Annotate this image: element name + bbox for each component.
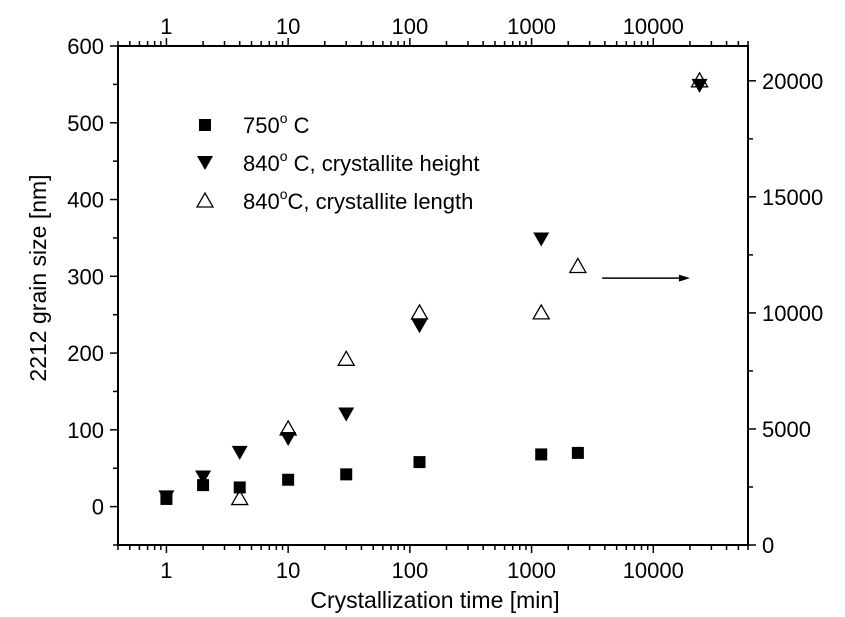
legend-marker-series-1 <box>199 119 211 131</box>
annotations <box>602 274 690 282</box>
data-point-series-2 <box>280 432 297 447</box>
x-axis-title: Crystallization time [min] <box>310 587 559 613</box>
y2-tick-label: 10000 <box>762 301 823 326</box>
x2-tick-label: 10000 <box>623 14 684 39</box>
y-tick-label: 300 <box>67 264 104 289</box>
y-tick-label: 600 <box>67 34 104 59</box>
data-point-series-3 <box>568 257 587 274</box>
data-points <box>158 71 709 506</box>
data-point-series-2 <box>533 232 550 247</box>
plot-frame <box>117 45 749 546</box>
data-point-series-1 <box>197 479 210 492</box>
y-tick-label: 0 <box>92 495 104 520</box>
x-tick-label: 1000 <box>507 558 556 583</box>
data-point-series-2 <box>158 490 175 505</box>
data-point-series-1 <box>233 481 246 494</box>
x2-tick-label: 100 <box>392 14 429 39</box>
legend-label-series-2: 840o C, crystallite height <box>243 148 479 176</box>
y-tick-label: 500 <box>67 111 104 136</box>
x2-tick-label: 10 <box>276 14 300 39</box>
data-point-series-1 <box>571 446 584 459</box>
data-point-series-3 <box>690 71 709 88</box>
y-axis-title: 2212 grain size [nm] <box>25 174 51 381</box>
axes <box>117 45 749 546</box>
legend-label-series-3: 840oC, crystallite length <box>243 186 473 214</box>
data-point-series-3 <box>279 419 298 436</box>
x2-tick-label: 1000 <box>507 14 556 39</box>
x-tick-label: 10000 <box>623 558 684 583</box>
ticks <box>110 38 756 553</box>
data-point-series-3 <box>230 489 249 506</box>
data-point-series-2 <box>691 78 708 93</box>
data-point-series-2 <box>195 470 212 485</box>
legend: 750o C 840o C, crystallite height 840oC, c… <box>195 110 479 214</box>
data-point-series-1 <box>535 448 548 461</box>
tick-labels: 1 1 10 10 100 100 1000 1000 10000 10000 0 100 200 300… <box>67 14 823 583</box>
legend-marker-series-3 <box>195 191 215 208</box>
data-point-series-1 <box>282 473 295 486</box>
x-tick-label: 100 <box>392 558 429 583</box>
data-point-series-1 <box>340 468 353 481</box>
y-tick-label: 400 <box>67 188 104 213</box>
legend-label-series-1: 750o C <box>243 110 310 138</box>
data-point-series-3 <box>410 303 429 320</box>
y2-tick-label: 0 <box>762 533 774 558</box>
legend-marker-series-2 <box>197 156 213 170</box>
data-point-series-3 <box>337 350 356 366</box>
data-point-series-2 <box>231 445 248 460</box>
data-point-series-2 <box>338 407 355 422</box>
data-point-series-1 <box>413 456 426 469</box>
y-tick-label: 200 <box>67 341 104 366</box>
data-point-series-2 <box>411 319 428 334</box>
y2-tick-label: 5000 <box>762 417 811 442</box>
data-point-series-3 <box>532 303 551 320</box>
y2-tick-label: 15000 <box>762 185 823 210</box>
x-tick-label: 1 <box>160 558 172 583</box>
x-tick-label: 10 <box>276 558 300 583</box>
axis-arrow-head <box>678 274 690 282</box>
x2-tick-label: 1 <box>160 14 172 39</box>
y2-tick-label: 20000 <box>762 69 823 94</box>
y-tick-label: 100 <box>67 418 104 443</box>
